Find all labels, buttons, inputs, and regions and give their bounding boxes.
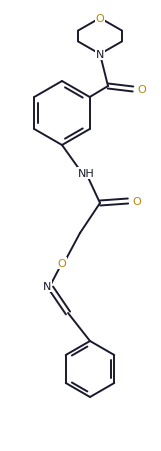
Text: O: O xyxy=(58,258,66,268)
Text: N: N xyxy=(43,281,51,291)
Text: O: O xyxy=(138,85,146,95)
Text: N: N xyxy=(96,50,104,60)
Text: NH: NH xyxy=(78,169,94,179)
Text: O: O xyxy=(133,197,141,207)
Text: O: O xyxy=(96,14,104,24)
